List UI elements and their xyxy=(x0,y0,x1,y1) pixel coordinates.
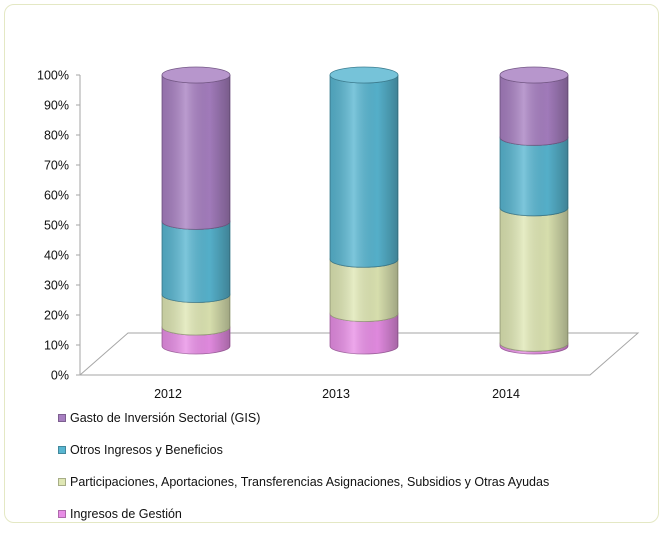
segment-shading xyxy=(162,294,230,336)
bar-segment xyxy=(499,66,569,146)
segment-shading xyxy=(330,75,398,268)
segment-top xyxy=(499,66,569,84)
y-tick-label: 10% xyxy=(44,339,69,353)
legend-item: Ingresos de Gestión xyxy=(58,504,549,524)
y-tick-label: 0% xyxy=(51,369,69,383)
segment-shading xyxy=(330,259,398,322)
y-tick-label: 50% xyxy=(44,219,69,233)
legend-item: Gasto de Inversión Sectorial (GIS) xyxy=(58,408,549,428)
legend-item: Otros Ingresos y Beneficios xyxy=(58,440,549,460)
legend-label: Gasto de Inversión Sectorial (GIS) xyxy=(70,411,261,425)
legend-swatch xyxy=(58,446,66,454)
bar-2012 xyxy=(161,66,231,355)
bar-segment xyxy=(329,66,399,268)
legend-label: Otros Ingresos y Beneficios xyxy=(70,443,223,457)
segment-shading xyxy=(500,75,568,146)
bar-2013 xyxy=(329,66,399,355)
bar-segment xyxy=(161,66,231,230)
y-tick-label: 90% xyxy=(44,99,69,113)
segment-top xyxy=(329,66,399,84)
segment-top xyxy=(161,66,231,84)
segment-shading xyxy=(500,343,568,354)
bar-2014 xyxy=(499,66,569,355)
y-tick-label: 70% xyxy=(44,159,69,173)
segment-shading xyxy=(500,207,568,352)
segment-shading xyxy=(162,221,230,303)
y-tick-label: 100% xyxy=(37,69,69,83)
x-tick-label: 2013 xyxy=(322,387,350,401)
segment-shading xyxy=(500,137,568,216)
segment-shading xyxy=(330,313,398,354)
x-axis: 2012 2013 2014 xyxy=(154,387,520,401)
bars xyxy=(161,66,569,355)
legend-label: Ingresos de Gestión xyxy=(70,507,182,521)
x-tick-label: 2014 xyxy=(492,387,520,401)
legend-item: Participaciones, Aportaciones, Transfere… xyxy=(58,472,549,492)
legend-swatch xyxy=(58,510,66,518)
legend-swatch xyxy=(58,414,66,422)
legend-swatch xyxy=(58,478,66,486)
segment-shading xyxy=(162,75,230,230)
y-tick-label: 80% xyxy=(44,129,69,143)
y-tick-label: 60% xyxy=(44,189,69,203)
y-tick-label: 30% xyxy=(44,279,69,293)
x-tick-label: 2012 xyxy=(154,387,182,401)
y-axis: 0% 10% 20% 30% 40% 50% 60% 70% 80% 90% 100% xyxy=(37,69,81,383)
segment-shading xyxy=(162,327,230,354)
bar-segment xyxy=(499,199,569,352)
bar-segment xyxy=(329,305,399,355)
y-tick-label: 20% xyxy=(44,309,69,323)
y-tick-label: 40% xyxy=(44,249,69,263)
legend-label: Participaciones, Aportaciones, Transfere… xyxy=(70,475,550,489)
legend: Gasto de Inversión Sectorial (GIS) Otros … xyxy=(58,408,549,536)
